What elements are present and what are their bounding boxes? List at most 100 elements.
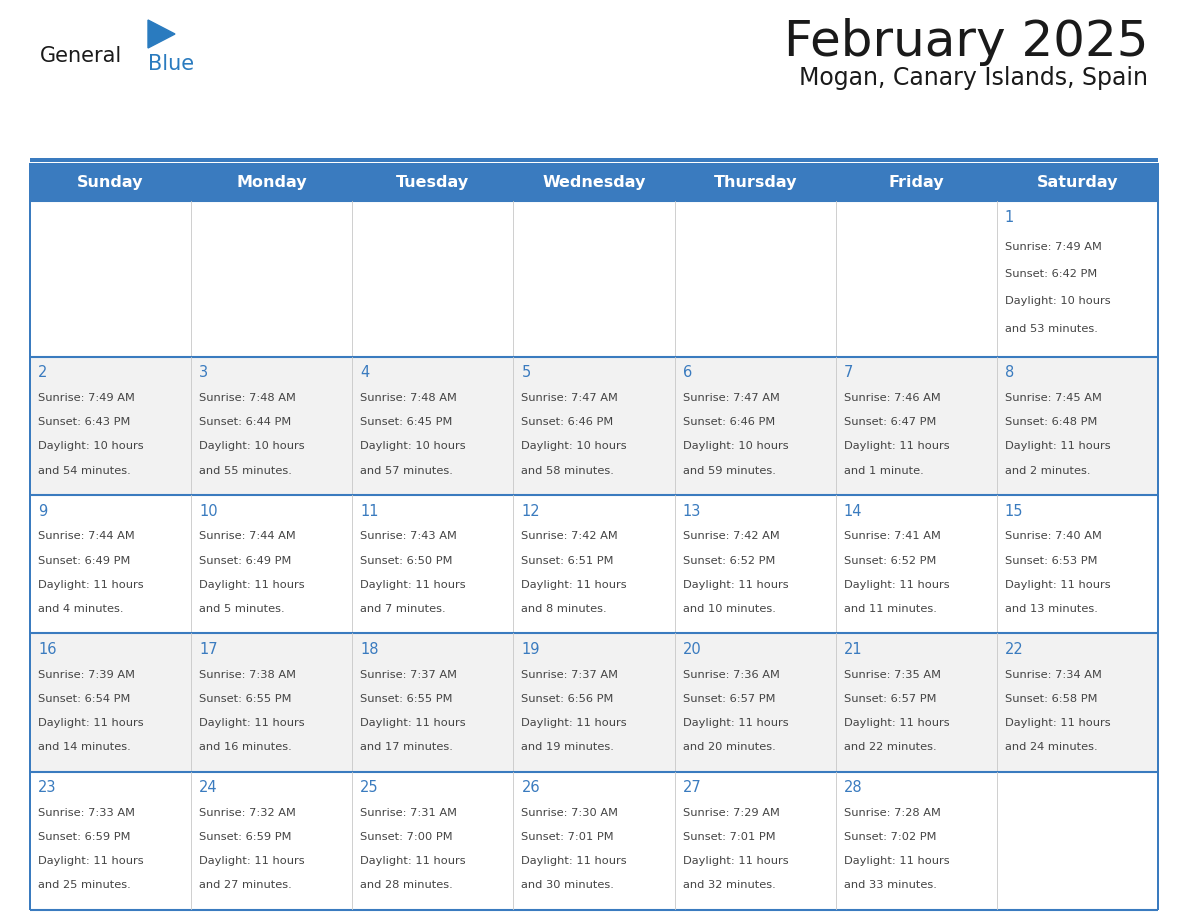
Text: 9: 9 [38,504,48,519]
Text: Sunrise: 7:30 AM: Sunrise: 7:30 AM [522,808,619,818]
Text: Sunrise: 7:47 AM: Sunrise: 7:47 AM [683,393,779,403]
Text: Sunrise: 7:32 AM: Sunrise: 7:32 AM [200,808,296,818]
Text: Daylight: 11 hours: Daylight: 11 hours [843,718,949,728]
Text: Daylight: 11 hours: Daylight: 11 hours [200,580,305,589]
Text: Sunset: 6:51 PM: Sunset: 6:51 PM [522,555,614,565]
Text: and 54 minutes.: and 54 minutes. [38,465,131,476]
Text: 7: 7 [843,365,853,380]
Text: Sunset: 6:53 PM: Sunset: 6:53 PM [1005,555,1098,565]
Text: Daylight: 11 hours: Daylight: 11 hours [522,580,627,589]
Text: and 25 minutes.: and 25 minutes. [38,880,131,890]
Text: Tuesday: Tuesday [397,174,469,189]
Text: 13: 13 [683,504,701,519]
Text: Daylight: 11 hours: Daylight: 11 hours [200,718,305,728]
Text: 2: 2 [38,365,48,380]
Text: Sunrise: 7:49 AM: Sunrise: 7:49 AM [1005,241,1101,252]
Text: Daylight: 10 hours: Daylight: 10 hours [200,442,305,452]
Text: 26: 26 [522,780,541,795]
Text: and 28 minutes.: and 28 minutes. [360,880,453,890]
Text: 28: 28 [843,780,862,795]
Text: and 14 minutes.: and 14 minutes. [38,742,131,752]
Text: Daylight: 11 hours: Daylight: 11 hours [1005,580,1111,589]
Text: 4: 4 [360,365,369,380]
Text: Sunset: 6:44 PM: Sunset: 6:44 PM [200,418,291,427]
Text: Friday: Friday [889,174,944,189]
Text: and 19 minutes.: and 19 minutes. [522,742,614,752]
Text: Sunrise: 7:49 AM: Sunrise: 7:49 AM [38,393,135,403]
Text: Sunset: 6:57 PM: Sunset: 6:57 PM [683,694,775,704]
Text: Sunrise: 7:47 AM: Sunrise: 7:47 AM [522,393,619,403]
Text: Daylight: 11 hours: Daylight: 11 hours [1005,442,1111,452]
Text: Blue: Blue [148,54,194,74]
Text: Sunset: 6:57 PM: Sunset: 6:57 PM [843,694,936,704]
Text: 22: 22 [1005,642,1024,656]
Text: and 30 minutes.: and 30 minutes. [522,880,614,890]
Text: Sunset: 6:59 PM: Sunset: 6:59 PM [38,832,131,842]
Text: and 13 minutes.: and 13 minutes. [1005,604,1098,614]
Text: Sunset: 6:55 PM: Sunset: 6:55 PM [360,694,453,704]
Text: Sunrise: 7:48 AM: Sunrise: 7:48 AM [360,393,457,403]
Text: Sunset: 6:52 PM: Sunset: 6:52 PM [843,555,936,565]
Text: Daylight: 11 hours: Daylight: 11 hours [683,718,789,728]
Text: Daylight: 11 hours: Daylight: 11 hours [360,580,466,589]
Text: 25: 25 [360,780,379,795]
Text: 18: 18 [360,642,379,656]
Text: General: General [40,46,122,66]
Text: 3: 3 [200,365,208,380]
Text: Sunset: 7:00 PM: Sunset: 7:00 PM [360,832,453,842]
Text: Sunrise: 7:45 AM: Sunrise: 7:45 AM [1005,393,1101,403]
Text: 12: 12 [522,504,541,519]
Text: Daylight: 11 hours: Daylight: 11 hours [38,718,144,728]
Text: Sunrise: 7:42 AM: Sunrise: 7:42 AM [683,532,779,542]
Text: and 59 minutes.: and 59 minutes. [683,465,776,476]
Text: Monday: Monday [236,174,307,189]
Text: Sunset: 6:47 PM: Sunset: 6:47 PM [843,418,936,427]
Text: Sunrise: 7:37 AM: Sunrise: 7:37 AM [522,669,619,679]
Text: and 53 minutes.: and 53 minutes. [1005,324,1098,333]
Text: Sunset: 6:42 PM: Sunset: 6:42 PM [1005,269,1098,279]
Text: and 11 minutes.: and 11 minutes. [843,604,936,614]
Text: Daylight: 11 hours: Daylight: 11 hours [843,856,949,867]
Text: Sunrise: 7:42 AM: Sunrise: 7:42 AM [522,532,618,542]
Text: and 1 minute.: and 1 minute. [843,465,923,476]
Text: and 32 minutes.: and 32 minutes. [683,880,776,890]
Text: Daylight: 10 hours: Daylight: 10 hours [1005,297,1111,307]
Text: Sunrise: 7:46 AM: Sunrise: 7:46 AM [843,393,941,403]
Text: 15: 15 [1005,504,1023,519]
Text: and 16 minutes.: and 16 minutes. [200,742,292,752]
Text: 11: 11 [360,504,379,519]
Text: and 20 minutes.: and 20 minutes. [683,742,776,752]
Text: Daylight: 11 hours: Daylight: 11 hours [38,580,144,589]
Text: and 10 minutes.: and 10 minutes. [683,604,776,614]
Text: and 57 minutes.: and 57 minutes. [360,465,453,476]
Text: Sunrise: 7:34 AM: Sunrise: 7:34 AM [1005,669,1101,679]
Text: Sunrise: 7:44 AM: Sunrise: 7:44 AM [38,532,134,542]
Text: Daylight: 11 hours: Daylight: 11 hours [360,718,466,728]
Text: 21: 21 [843,642,862,656]
Text: Thursday: Thursday [713,174,797,189]
Polygon shape [148,20,175,48]
Text: and 7 minutes.: and 7 minutes. [360,604,446,614]
Text: Sunrise: 7:29 AM: Sunrise: 7:29 AM [683,808,779,818]
Text: and 55 minutes.: and 55 minutes. [200,465,292,476]
Text: Daylight: 11 hours: Daylight: 11 hours [843,442,949,452]
Text: Sunset: 6:56 PM: Sunset: 6:56 PM [522,694,614,704]
Text: Sunset: 6:43 PM: Sunset: 6:43 PM [38,418,131,427]
Text: Sunrise: 7:43 AM: Sunrise: 7:43 AM [360,532,457,542]
Text: 24: 24 [200,780,217,795]
Text: 27: 27 [683,780,701,795]
Text: Daylight: 11 hours: Daylight: 11 hours [683,856,789,867]
Text: and 4 minutes.: and 4 minutes. [38,604,124,614]
Text: Wednesday: Wednesday [542,174,646,189]
Text: Daylight: 11 hours: Daylight: 11 hours [38,856,144,867]
Text: Sunrise: 7:40 AM: Sunrise: 7:40 AM [1005,532,1101,542]
Text: Sunrise: 7:48 AM: Sunrise: 7:48 AM [200,393,296,403]
Text: Mogan, Canary Islands, Spain: Mogan, Canary Islands, Spain [800,66,1148,90]
Text: 10: 10 [200,504,217,519]
Text: Sunrise: 7:36 AM: Sunrise: 7:36 AM [683,669,779,679]
Text: 14: 14 [843,504,862,519]
Text: Daylight: 11 hours: Daylight: 11 hours [522,718,627,728]
Text: Daylight: 11 hours: Daylight: 11 hours [1005,718,1111,728]
Text: and 2 minutes.: and 2 minutes. [1005,465,1091,476]
Text: 8: 8 [1005,365,1015,380]
